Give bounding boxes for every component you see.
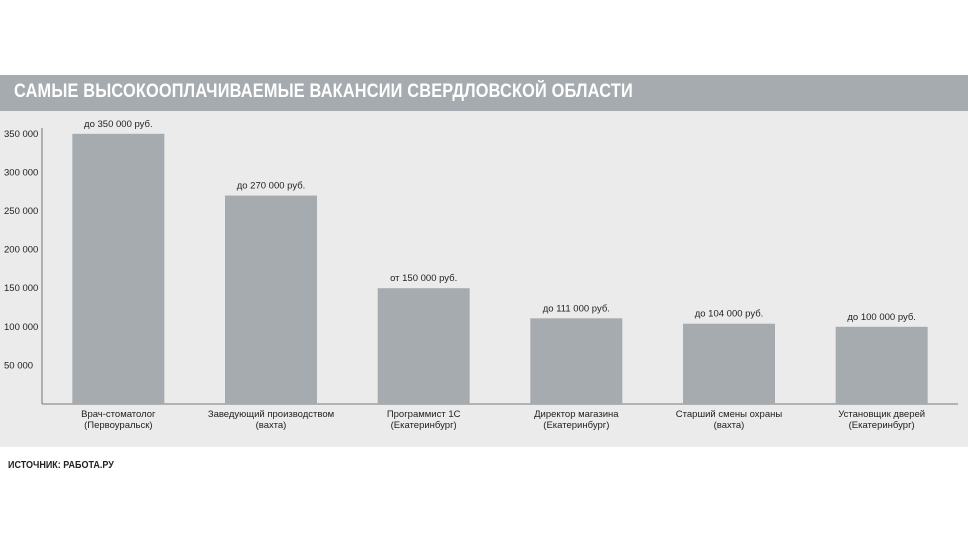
category-label: (Екатеринбург)	[849, 420, 915, 431]
bar	[835, 326, 928, 404]
data-label: до 100 000 руб.	[847, 312, 916, 323]
y-tick-label: 250 000	[4, 206, 38, 217]
source-note: ИСТОЧНИК: РАБОТА.РУ	[8, 460, 114, 471]
y-tick-label: 300 000	[4, 167, 38, 178]
bar	[377, 288, 470, 404]
y-tick-label: 350 000	[4, 129, 38, 140]
bar	[225, 195, 317, 404]
data-label: от 150 000 руб.	[390, 273, 457, 284]
data-label: до 111 000 руб.	[543, 303, 610, 314]
bar	[683, 323, 775, 404]
data-label: до 270 000 руб.	[237, 181, 306, 192]
category-label: (вахта)	[256, 420, 287, 431]
data-label: до 350 000 руб.	[84, 119, 153, 130]
y-tick-label: 100 000	[4, 322, 38, 333]
chart-title: САМЫЕ ВЫСОКООПЛАЧИВАЕМЫЕ ВАКАНСИИ СВЕРДЛ…	[14, 81, 633, 102]
category-label: Программист 1С	[387, 409, 461, 420]
title-bar: САМЫЕ ВЫСОКООПЛАЧИВАЕМЫЕ ВАКАНСИИ СВЕРДЛ…	[0, 75, 968, 111]
category-label: (Екатеринбург)	[543, 420, 609, 431]
category-label: (Первоуральск)	[84, 420, 152, 431]
category-label: (вахта)	[714, 420, 745, 431]
category-label: Директор магазина	[534, 409, 619, 420]
bar	[72, 133, 165, 405]
category-label: Старший смены охраны	[676, 409, 783, 420]
y-tick-label: 150 000	[4, 283, 38, 294]
category-label: Заведующий производством	[208, 409, 334, 420]
category-label: Установщик дверей	[838, 409, 925, 420]
data-label: до 104 000 руб.	[695, 309, 764, 320]
y-tick-label: 50 000	[4, 360, 33, 371]
bar	[530, 318, 623, 404]
category-label: (Екатеринбург)	[391, 420, 457, 431]
y-tick-label: 200 000	[4, 245, 38, 256]
category-label: Врач-стоматолог	[81, 409, 156, 420]
